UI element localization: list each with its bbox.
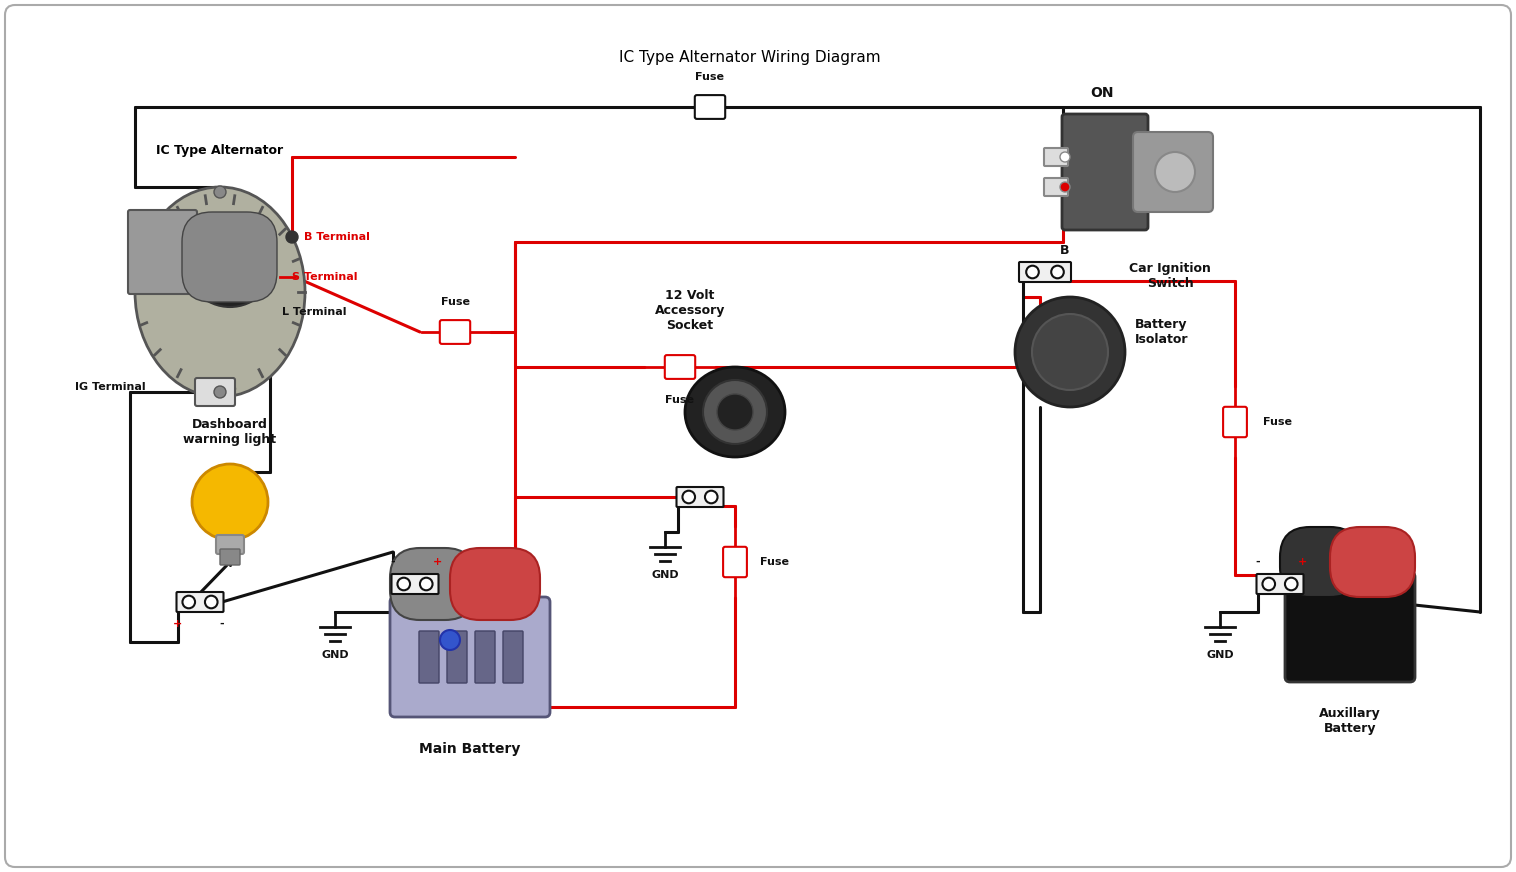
FancyBboxPatch shape — [1257, 574, 1304, 594]
Text: +: + — [173, 619, 182, 629]
FancyBboxPatch shape — [5, 5, 1511, 867]
Text: S Terminal: S Terminal — [293, 272, 358, 282]
Text: +: + — [1298, 557, 1307, 567]
Text: Fuse: Fuse — [441, 297, 470, 307]
Circle shape — [1155, 152, 1195, 192]
Circle shape — [214, 186, 226, 198]
Text: Fuse: Fuse — [1263, 417, 1292, 427]
FancyBboxPatch shape — [127, 210, 197, 294]
Circle shape — [420, 577, 432, 590]
FancyBboxPatch shape — [450, 548, 540, 620]
Circle shape — [193, 464, 268, 540]
Circle shape — [1051, 266, 1064, 278]
Text: ON: ON — [1090, 86, 1114, 100]
Text: IC Type Alternator: IC Type Alternator — [156, 144, 283, 157]
Text: Fuse: Fuse — [760, 557, 788, 567]
Text: GND: GND — [321, 650, 349, 660]
Text: Car Ignition
Switch: Car Ignition Switch — [1129, 262, 1211, 290]
FancyBboxPatch shape — [503, 631, 523, 683]
Text: -: - — [220, 619, 224, 629]
Circle shape — [1060, 152, 1070, 162]
Text: Auxillary
Battery: Auxillary Battery — [1319, 707, 1381, 735]
FancyBboxPatch shape — [1019, 262, 1070, 282]
Circle shape — [1016, 297, 1125, 407]
FancyBboxPatch shape — [1286, 572, 1414, 682]
FancyBboxPatch shape — [1045, 178, 1067, 196]
Circle shape — [1032, 314, 1108, 390]
FancyBboxPatch shape — [196, 378, 235, 406]
FancyBboxPatch shape — [475, 631, 496, 683]
Text: Main Battery: Main Battery — [420, 742, 520, 756]
Text: GND: GND — [1207, 650, 1234, 660]
Text: Fuse: Fuse — [666, 395, 694, 405]
FancyBboxPatch shape — [390, 548, 475, 620]
FancyBboxPatch shape — [694, 95, 725, 119]
FancyBboxPatch shape — [176, 592, 223, 612]
Ellipse shape — [685, 367, 785, 457]
Circle shape — [287, 231, 299, 243]
Text: Fuse: Fuse — [696, 72, 725, 82]
FancyBboxPatch shape — [215, 535, 244, 554]
FancyBboxPatch shape — [723, 547, 747, 577]
FancyBboxPatch shape — [403, 585, 537, 604]
FancyBboxPatch shape — [666, 355, 696, 379]
Circle shape — [185, 217, 274, 307]
FancyBboxPatch shape — [418, 631, 440, 683]
Text: 12 Volt
Accessory
Socket: 12 Volt Accessory Socket — [655, 289, 725, 332]
FancyBboxPatch shape — [447, 631, 467, 683]
Circle shape — [682, 491, 694, 503]
Circle shape — [205, 596, 218, 609]
Circle shape — [703, 380, 767, 444]
FancyBboxPatch shape — [1132, 132, 1213, 212]
FancyBboxPatch shape — [220, 549, 240, 565]
Text: B: B — [1060, 244, 1070, 257]
Circle shape — [705, 491, 717, 503]
FancyBboxPatch shape — [182, 212, 277, 302]
Text: Battery
Isolator: Battery Isolator — [1135, 318, 1189, 346]
FancyBboxPatch shape — [1063, 114, 1148, 230]
Text: -: - — [391, 557, 396, 567]
FancyBboxPatch shape — [391, 574, 438, 594]
Text: Dashboard
warning light: Dashboard warning light — [183, 418, 276, 446]
Circle shape — [1263, 577, 1275, 590]
Ellipse shape — [135, 187, 305, 397]
Text: +: + — [432, 557, 441, 567]
FancyBboxPatch shape — [390, 597, 550, 717]
Text: IC Type Alternator Wiring Diagram: IC Type Alternator Wiring Diagram — [619, 50, 881, 65]
Circle shape — [182, 596, 196, 609]
FancyBboxPatch shape — [676, 487, 723, 507]
Text: -: - — [1255, 557, 1260, 567]
FancyBboxPatch shape — [1280, 527, 1360, 597]
FancyBboxPatch shape — [1045, 148, 1067, 166]
Circle shape — [1286, 577, 1298, 590]
Text: GND: GND — [652, 570, 679, 580]
Circle shape — [717, 394, 753, 430]
Circle shape — [397, 577, 409, 590]
Text: B Terminal: B Terminal — [305, 232, 370, 242]
Circle shape — [1026, 266, 1038, 278]
FancyBboxPatch shape — [1223, 407, 1246, 437]
Text: IG Terminal: IG Terminal — [74, 382, 146, 392]
Text: L Terminal: L Terminal — [282, 307, 347, 317]
FancyBboxPatch shape — [1298, 563, 1402, 579]
Circle shape — [1060, 182, 1070, 192]
FancyBboxPatch shape — [1330, 527, 1414, 597]
Circle shape — [440, 630, 459, 650]
FancyBboxPatch shape — [440, 320, 470, 344]
Circle shape — [214, 386, 226, 398]
